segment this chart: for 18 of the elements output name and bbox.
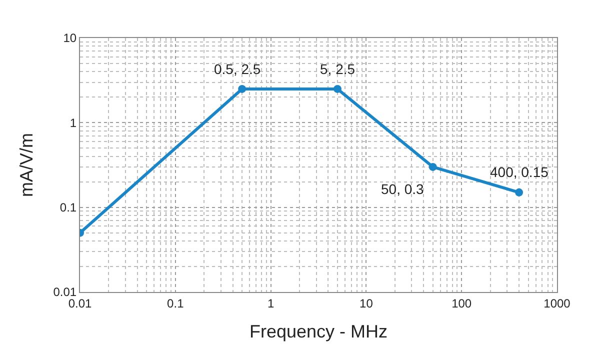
y-tick-label: 10 bbox=[63, 31, 77, 46]
x-tick-label: 1000 bbox=[544, 296, 571, 310]
y-tick-label: 1 bbox=[70, 116, 77, 130]
x-tick-label: 10 bbox=[360, 296, 374, 310]
annotation: 0.5, 2.5 bbox=[214, 61, 261, 77]
y-tick-label: 0.01 bbox=[53, 285, 77, 300]
x-tick-label: 0.1 bbox=[167, 296, 184, 310]
x-tick-label: 1 bbox=[267, 296, 274, 310]
x-tick-label: 100 bbox=[452, 296, 472, 310]
annotation: 5, 2.5 bbox=[320, 61, 356, 77]
point bbox=[238, 84, 246, 93]
annotation: 400, 0.15 bbox=[490, 164, 549, 180]
x-axis-title: Frequency - MHz bbox=[249, 322, 388, 342]
annotation: 50, 0.3 bbox=[381, 181, 424, 197]
point bbox=[333, 84, 342, 93]
y-axis-title: mA/V/m bbox=[16, 132, 36, 198]
point bbox=[428, 162, 437, 171]
y-tick-label: 0.1 bbox=[60, 200, 77, 215]
